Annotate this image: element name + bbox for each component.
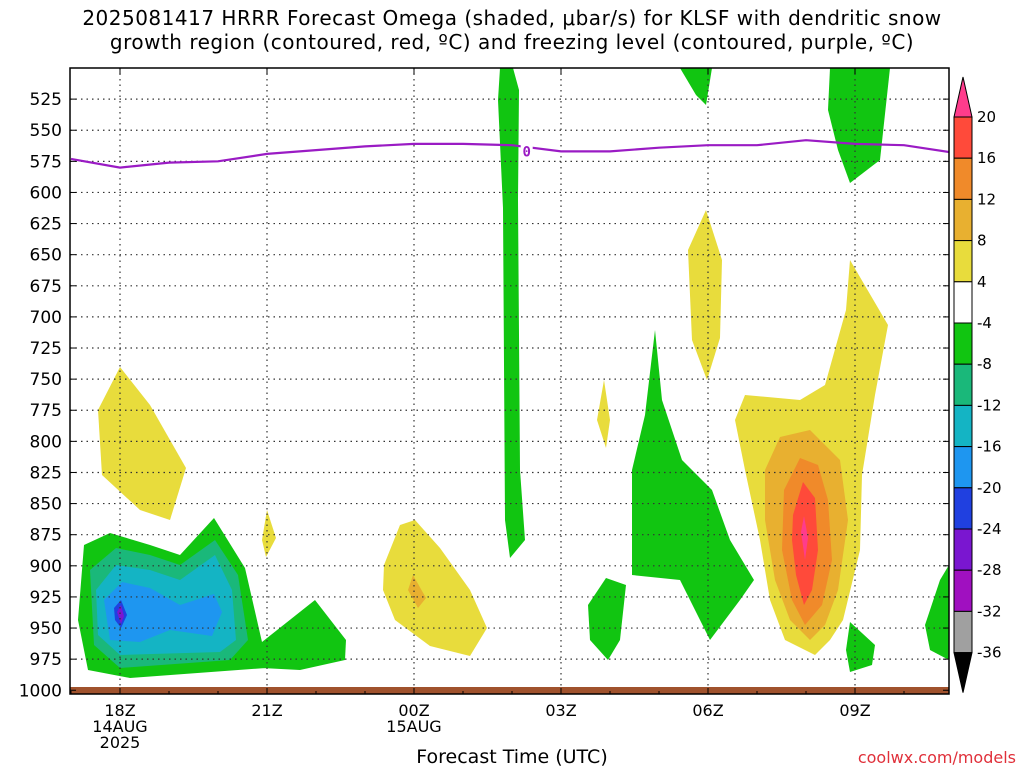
omega-region-green-7 (588, 578, 626, 660)
colorbar-label: -4 (977, 314, 992, 332)
x-tick-label: 14AUG (92, 717, 147, 736)
y-tick-label: 900 (30, 557, 62, 577)
colorbar-swatch (953, 240, 973, 283)
omega-region-yellow-5 (688, 210, 722, 380)
x-tick-label: 18Z (104, 701, 135, 720)
y-tick-label: 1000 (19, 681, 62, 701)
omega-region-green-9 (925, 565, 949, 660)
y-tick-label: 850 (30, 495, 62, 515)
colorbar-swatch (953, 363, 973, 406)
omega-region-blue (104, 582, 222, 642)
x-tick-label: 06Z (692, 701, 723, 720)
grid (70, 68, 949, 694)
y-tick-label: 650 (30, 246, 62, 266)
colorbar-label: 20 (977, 108, 996, 126)
freezing-level-label: 0 (522, 144, 530, 160)
y-tick-label: 575 (30, 152, 62, 172)
omega-region-purple (117, 605, 124, 624)
colorbar: 20 16 12 8 4 -4 -8 -12 -16 -20 -24 -28 -32 -36 (953, 76, 1002, 693)
omega-region-green-3 (498, 68, 525, 558)
omega-shading (78, 68, 949, 678)
y-tick-label: 675 (30, 277, 62, 297)
colorbar-swatch (953, 198, 973, 242)
colorbar-swatch (953, 610, 973, 654)
colorbar-label: 4 (977, 273, 987, 291)
colorbar-swatch (953, 404, 973, 448)
colorbar-label: -16 (977, 438, 1002, 456)
y-tick-label: 550 (30, 121, 62, 141)
colorbar-label: -28 (977, 561, 1002, 579)
colorbar-label: -8 (977, 355, 992, 373)
title-line-1: 2025081417 HRRR Forecast Omega (shaded, … (82, 6, 942, 30)
y-tick-label: 925 (30, 588, 62, 608)
colorbar-swatch (953, 116, 973, 159)
y-tick-label: 725 (30, 339, 62, 359)
omega-region-green-5 (828, 68, 890, 183)
x-tick-label: 15AUG (386, 717, 441, 736)
plot-frame (69, 67, 950, 695)
colorbar-label: 8 (977, 232, 987, 250)
ground-strip (70, 687, 949, 694)
colorbar-label: -32 (977, 602, 1002, 620)
y-tick-label: 950 (30, 619, 62, 639)
colorbar-label: -20 (977, 479, 1002, 497)
y-tick-label: 750 (30, 370, 62, 390)
omega-region-pink (801, 516, 808, 560)
y-tick-label: 800 (30, 432, 62, 452)
omega-region-green-4 (680, 68, 712, 105)
y-tick-label: 825 (30, 463, 62, 483)
colorbar-swatch (953, 487, 973, 530)
colorbar-swatch (953, 569, 973, 612)
colorbar-label: -36 (977, 644, 1002, 662)
x-tick-label: 03Z (545, 701, 576, 720)
freezing-level-label-bg (520, 144, 533, 159)
x-tick-label: 21Z (251, 701, 282, 720)
colorbar-swatch (953, 322, 973, 365)
omega-region-yellow-4 (597, 380, 610, 448)
x-tick-label: 2025 (100, 733, 141, 752)
freezing-level-line (70, 139, 949, 169)
colorbar-swatch (953, 281, 973, 324)
colorbar-label: 16 (977, 149, 996, 167)
y-tick-label: 625 (30, 215, 62, 235)
y-tick-label: 875 (30, 526, 62, 546)
colorbar-swatch (953, 446, 973, 489)
omega-region-green-2 (262, 600, 346, 670)
colorbar-label: -24 (977, 520, 1002, 538)
colorbar-swatch (953, 528, 973, 571)
chart-title: 2025081417 HRRR Forecast Omega (shaded, … (0, 6, 1024, 54)
x-tick-label: 09Z (839, 701, 870, 720)
y-tick-label: 525 (30, 90, 62, 110)
credit-text: coolwx.com/models (857, 748, 1016, 767)
omega-region-yellow (98, 367, 186, 520)
colorbar-swatch-bottom (953, 652, 973, 693)
title-line-2: growth region (contoured, red, ºC) and f… (109, 30, 915, 54)
x-axis-label: Forecast Time (UTC) (416, 746, 608, 768)
omega-region-green-6 (632, 330, 754, 640)
omega-region-orange-small (408, 575, 426, 608)
y-tick-label: 775 (30, 401, 62, 421)
colorbar-label: 12 (977, 190, 996, 208)
colorbar-label: -12 (977, 396, 1002, 414)
colorbar-swatch-top (953, 76, 973, 118)
y-tick-label: 975 (30, 650, 62, 670)
omega-region-green-8 (846, 622, 875, 672)
x-tick-label: 00Z (398, 701, 429, 720)
y-tick-label: 700 (30, 308, 62, 328)
omega-region-yellow-2 (262, 510, 276, 557)
y-axis: 525 550 575 600 625 650 675 700 725 750 775 800 825 8… (19, 90, 949, 701)
omega-region-yellow-3 (383, 520, 487, 656)
y-tick-label: 600 (30, 183, 62, 203)
colorbar-swatch (953, 157, 973, 200)
